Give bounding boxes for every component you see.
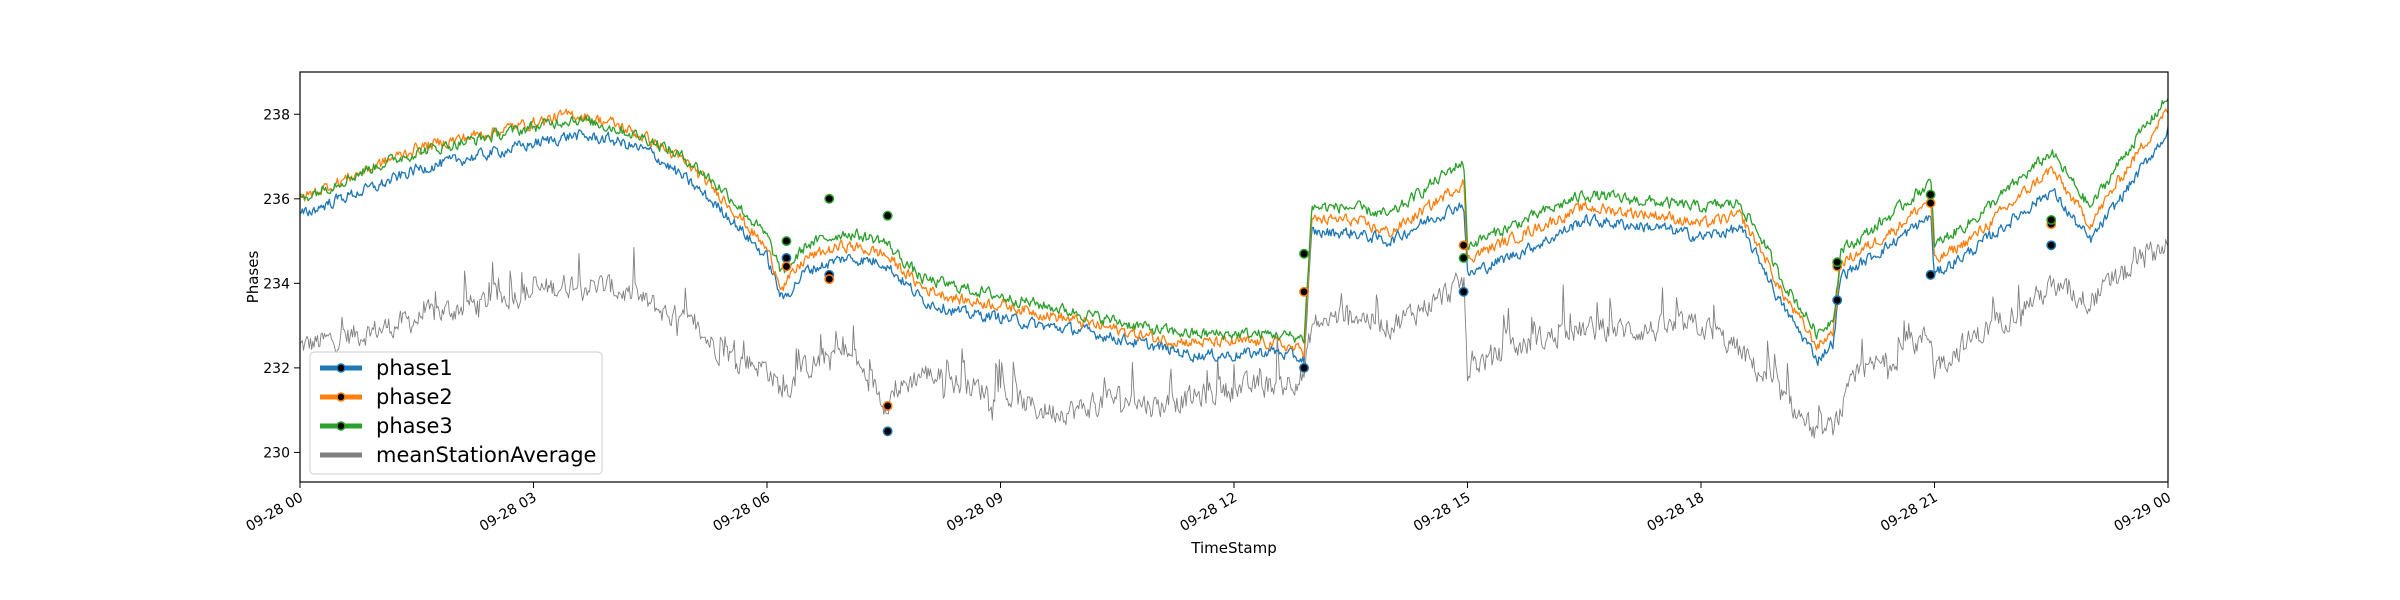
legend-box bbox=[309, 351, 603, 475]
legend-marker-phase1 bbox=[336, 363, 346, 373]
event-marker-point bbox=[1299, 248, 1310, 259]
series-layer bbox=[300, 98, 2168, 439]
legend-label-phase1: phase1 bbox=[376, 356, 453, 380]
event-marker-point bbox=[882, 426, 893, 437]
event-marker-point bbox=[1458, 240, 1469, 251]
event-marker-point bbox=[781, 261, 792, 272]
event-marker-point bbox=[781, 253, 792, 263]
event-marker-point bbox=[824, 274, 835, 285]
series-line-phase2 bbox=[300, 108, 2168, 359]
y-tick-label: 236 bbox=[263, 192, 290, 208]
event-marker-point bbox=[1925, 198, 1936, 208]
y-tick-label: 238 bbox=[263, 107, 290, 123]
event-markers bbox=[781, 189, 2057, 437]
event-marker-point bbox=[1299, 362, 1310, 373]
event-marker-point bbox=[1925, 269, 1936, 280]
event-marker-point bbox=[2046, 240, 2057, 251]
event-marker-point bbox=[1832, 295, 1843, 306]
event-marker-point bbox=[1925, 189, 1936, 200]
y-tick-label: 234 bbox=[263, 276, 290, 292]
legend-marker-phase2 bbox=[336, 392, 346, 402]
event-marker-point bbox=[1458, 286, 1469, 297]
event-marker-point bbox=[1458, 253, 1469, 263]
event-marker-point bbox=[781, 236, 792, 247]
event-marker-point bbox=[824, 193, 835, 204]
event-marker-point bbox=[2046, 214, 2057, 225]
legend-label-meanStationAverage: meanStationAverage bbox=[376, 443, 596, 467]
y-axis-title: Phases bbox=[244, 251, 262, 304]
series-line-meanStationAverage bbox=[300, 239, 2168, 439]
legend: phase1 phase2 phase3 meanStationAverage bbox=[309, 351, 603, 475]
x-axis-title: TimeStamp bbox=[1190, 539, 1276, 557]
legend-label-phase2: phase2 bbox=[376, 385, 453, 409]
event-marker-point bbox=[1299, 286, 1310, 297]
y-tick-label: 232 bbox=[263, 361, 290, 377]
legend-label-phase3: phase3 bbox=[376, 414, 453, 438]
event-marker-point bbox=[882, 400, 893, 411]
event-marker-point bbox=[1832, 257, 1843, 268]
event-marker-point bbox=[882, 210, 893, 221]
series-line-phase3 bbox=[300, 98, 2168, 344]
y-tick-label: 230 bbox=[263, 445, 290, 461]
series-line-phase1 bbox=[300, 126, 2168, 366]
legend-marker-phase3 bbox=[336, 421, 346, 431]
